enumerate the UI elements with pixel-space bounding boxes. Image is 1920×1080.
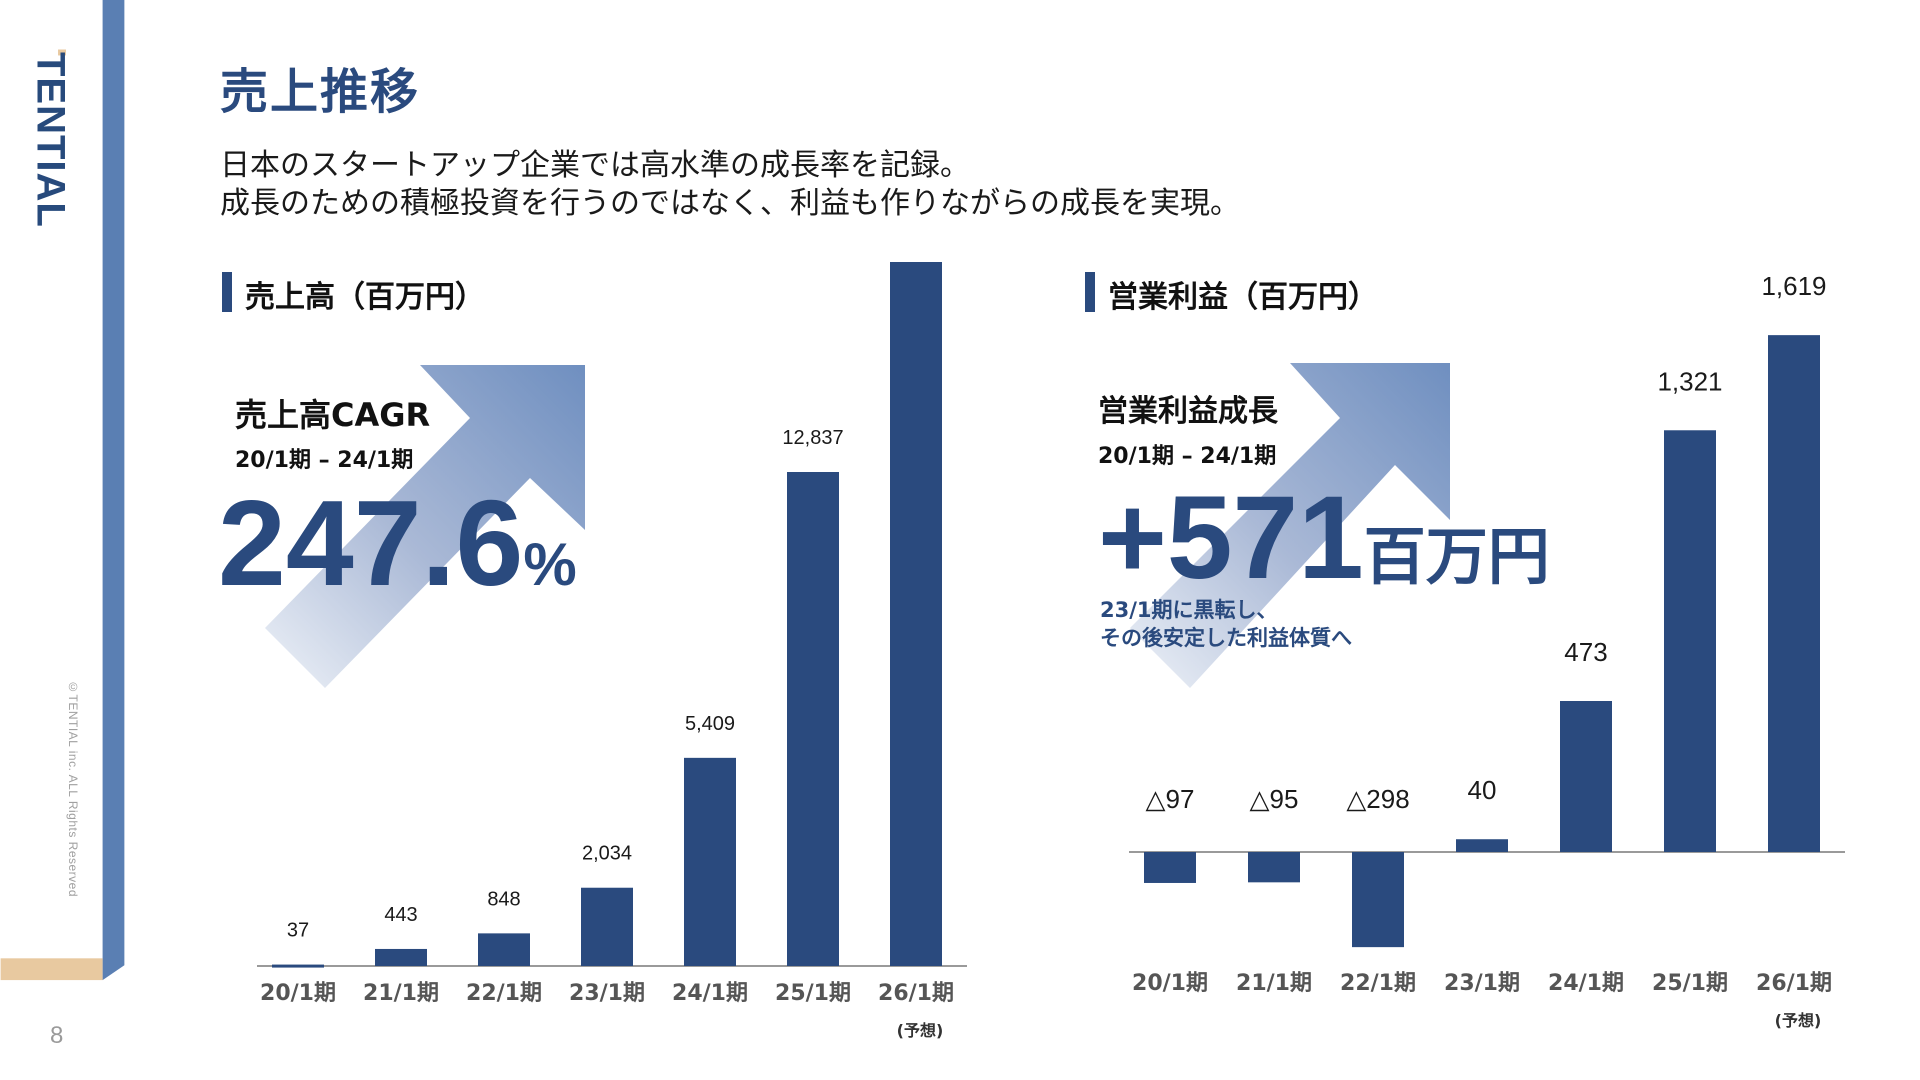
profit-title-marker	[1085, 272, 1095, 312]
revenue-cagr-number: 247.6	[218, 475, 524, 611]
profit-value-label-3: 40	[1468, 775, 1497, 805]
lead-text-line-2: 成長のための積極投資を行うのではなく、利益も作りながらの成長を実現。	[220, 186, 1240, 221]
profit-bar-6	[1768, 335, 1820, 853]
slide-title: 売上推移	[220, 64, 421, 120]
profit-category-label-4: 24/1期	[1548, 971, 1624, 996]
profit-highlight-period: 20/1期 – 24/1期	[1098, 444, 1277, 469]
profit-value-label-6: 1,619	[1761, 271, 1826, 301]
revenue-value-label-4: 5,409	[685, 713, 735, 735]
revenue-highlight-period: 20/1期 – 24/1期	[235, 448, 414, 473]
profit-bar-0	[1144, 852, 1196, 883]
profit-bar-2	[1352, 852, 1404, 948]
revenue-value-label-5: 12,837	[782, 427, 843, 449]
revenue-category-label-0: 20/1期	[260, 981, 336, 1006]
profit-highlight-label: 営業利益成長	[1098, 394, 1278, 429]
revenue-title-marker	[222, 272, 232, 312]
profit-value-label-4: 473	[1564, 637, 1607, 667]
profit-chart-title: 営業利益（百万円）	[1108, 280, 1378, 315]
revenue-growth-arrow	[265, 365, 585, 688]
profit-value-label-5: 1,321	[1657, 366, 1722, 396]
profit-category-label-6: 26/1期	[1756, 971, 1832, 996]
revenue-value-label-1: 443	[384, 904, 417, 926]
lead-text-line-1: 日本のスタートアップ企業では高水準の成長率を記録。	[220, 148, 970, 183]
revenue-category-label-6: 26/1期	[878, 981, 954, 1006]
revenue-category-label-2: 22/1期	[466, 981, 542, 1006]
brand-logo: TENTIAL	[28, 52, 73, 228]
profit-bar-3	[1456, 839, 1508, 852]
profit-category-label-1: 21/1期	[1236, 971, 1312, 996]
profit-value-label-0: △97	[1146, 784, 1195, 814]
sidebar-decoration	[0, 0, 125, 981]
revenue-value-label-0: 37	[287, 920, 309, 942]
profit-category-label-0: 20/1期	[1132, 971, 1208, 996]
revenue-bar-6	[890, 262, 942, 966]
revenue-chart-title: 売上高（百万円）	[245, 280, 485, 315]
profit-growth-arrow	[1130, 363, 1450, 688]
profit-growth-value: +571百万円	[1098, 476, 1550, 620]
profit-category-label-3: 23/1期	[1444, 971, 1520, 996]
profit-bar-4	[1560, 700, 1612, 852]
profit-note-line-2: その後安定した利益体質へ	[1100, 626, 1352, 650]
revenue-cagr-unit: %	[523, 531, 577, 598]
copyright-text: ©TENTIAL inc. ALL Rights Reserved	[66, 680, 80, 898]
page-number: 8	[50, 1022, 64, 1049]
revenue-bar-3	[581, 887, 633, 966]
revenue-category-label-1: 21/1期	[363, 981, 439, 1006]
revenue-bar-4	[684, 757, 736, 966]
revenue-bar-5	[787, 472, 839, 966]
revenue-category-label-5: 25/1期	[775, 981, 851, 1006]
profit-category-label-5: 25/1期	[1652, 971, 1728, 996]
profit-forecast-note: (予想)	[1775, 1011, 1822, 1030]
revenue-highlight-label: 売上高CAGR	[235, 396, 431, 434]
profit-bar-5	[1664, 430, 1716, 852]
profit-note-line-1: 23/1期に黒転し、	[1100, 598, 1278, 622]
profit-growth-unit: 百万円	[1363, 523, 1550, 592]
revenue-forecast-note: (予想)	[897, 1021, 944, 1040]
revenue-bar-1	[375, 948, 427, 966]
revenue-cagr-value: 247.6%	[218, 478, 577, 630]
revenue-value-label-3: 2,034	[582, 843, 632, 865]
revenue-bar-0	[272, 964, 324, 968]
revenue-category-label-4: 24/1期	[672, 981, 748, 1006]
profit-category-label-2: 22/1期	[1340, 971, 1416, 996]
profit-value-label-2: △298	[1346, 784, 1409, 814]
profit-bar-1	[1248, 852, 1300, 883]
revenue-value-label-2: 848	[487, 888, 520, 910]
revenue-bar-2	[478, 933, 530, 966]
profit-growth-number: +571	[1098, 472, 1364, 604]
profit-value-label-1: △95	[1250, 784, 1299, 814]
revenue-category-label-3: 23/1期	[569, 981, 645, 1006]
